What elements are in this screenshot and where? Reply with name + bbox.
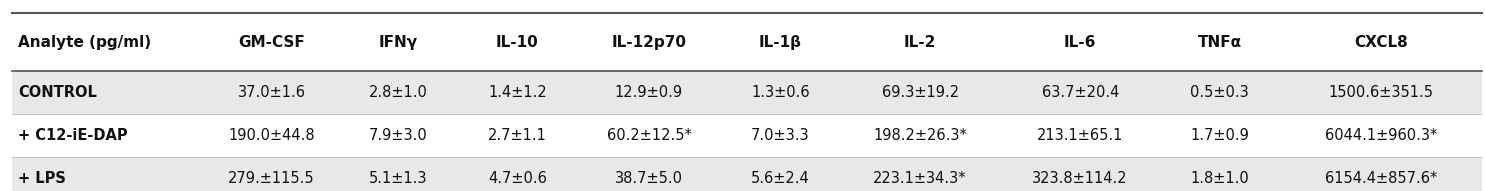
Text: 198.2±26.3*: 198.2±26.3* xyxy=(873,128,967,143)
Text: 7.0±3.3: 7.0±3.3 xyxy=(751,128,809,143)
Text: 0.5±0.3: 0.5±0.3 xyxy=(1191,85,1249,100)
Text: 1.8±1.0: 1.8±1.0 xyxy=(1191,171,1249,186)
Text: 63.7±20.4: 63.7±20.4 xyxy=(1041,85,1118,100)
Text: IL-2: IL-2 xyxy=(904,35,937,49)
Text: IL-1β: IL-1β xyxy=(759,35,802,49)
Text: 213.1±65.1: 213.1±65.1 xyxy=(1037,128,1123,143)
Bar xyxy=(12,157,1482,191)
Text: 60.2±12.5*: 60.2±12.5* xyxy=(606,128,692,143)
Text: 1.7±0.9: 1.7±0.9 xyxy=(1191,128,1249,143)
Text: 2.7±1.1: 2.7±1.1 xyxy=(489,128,546,143)
Text: + C12-iE-DAP: + C12-iE-DAP xyxy=(18,128,128,143)
Text: 190.0±44.8: 190.0±44.8 xyxy=(229,128,315,143)
Text: 4.7±0.6: 4.7±0.6 xyxy=(489,171,546,186)
Text: 5.1±1.3: 5.1±1.3 xyxy=(368,171,428,186)
Text: CONTROL: CONTROL xyxy=(18,85,97,100)
Text: 223.1±34.3*: 223.1±34.3* xyxy=(873,171,967,186)
Bar xyxy=(12,71,1482,114)
Text: 1.3±0.6: 1.3±0.6 xyxy=(751,85,809,100)
Text: Analyte (pg/ml): Analyte (pg/ml) xyxy=(18,35,151,49)
Text: 6044.1±960.3*: 6044.1±960.3* xyxy=(1325,128,1437,143)
Text: + LPS: + LPS xyxy=(18,171,65,186)
Text: 1.4±1.2: 1.4±1.2 xyxy=(489,85,546,100)
Text: 6154.4±857.6*: 6154.4±857.6* xyxy=(1325,171,1437,186)
Text: TNFα: TNFα xyxy=(1198,35,1241,49)
Text: 7.9±3.0: 7.9±3.0 xyxy=(368,128,428,143)
Text: IL-12p70: IL-12p70 xyxy=(612,35,686,49)
Text: 37.0±1.6: 37.0±1.6 xyxy=(238,85,306,100)
Bar xyxy=(12,114,1482,157)
Text: 2.8±1.0: 2.8±1.0 xyxy=(368,85,428,100)
Text: IFNγ: IFNγ xyxy=(379,35,417,49)
Text: 5.6±2.4: 5.6±2.4 xyxy=(751,171,809,186)
Text: GM-CSF: GM-CSF xyxy=(238,35,304,49)
Text: 12.9±0.9: 12.9±0.9 xyxy=(615,85,683,100)
Text: IL-10: IL-10 xyxy=(496,35,539,49)
Text: 38.7±5.0: 38.7±5.0 xyxy=(615,171,683,186)
Text: IL-6: IL-6 xyxy=(1063,35,1096,49)
Text: 1500.6±351.5: 1500.6±351.5 xyxy=(1328,85,1433,100)
Text: CXCL8: CXCL8 xyxy=(1354,35,1408,49)
Text: 69.3±19.2: 69.3±19.2 xyxy=(882,85,959,100)
Text: 323.8±114.2: 323.8±114.2 xyxy=(1032,171,1129,186)
Text: 279.±115.5: 279.±115.5 xyxy=(229,171,315,186)
